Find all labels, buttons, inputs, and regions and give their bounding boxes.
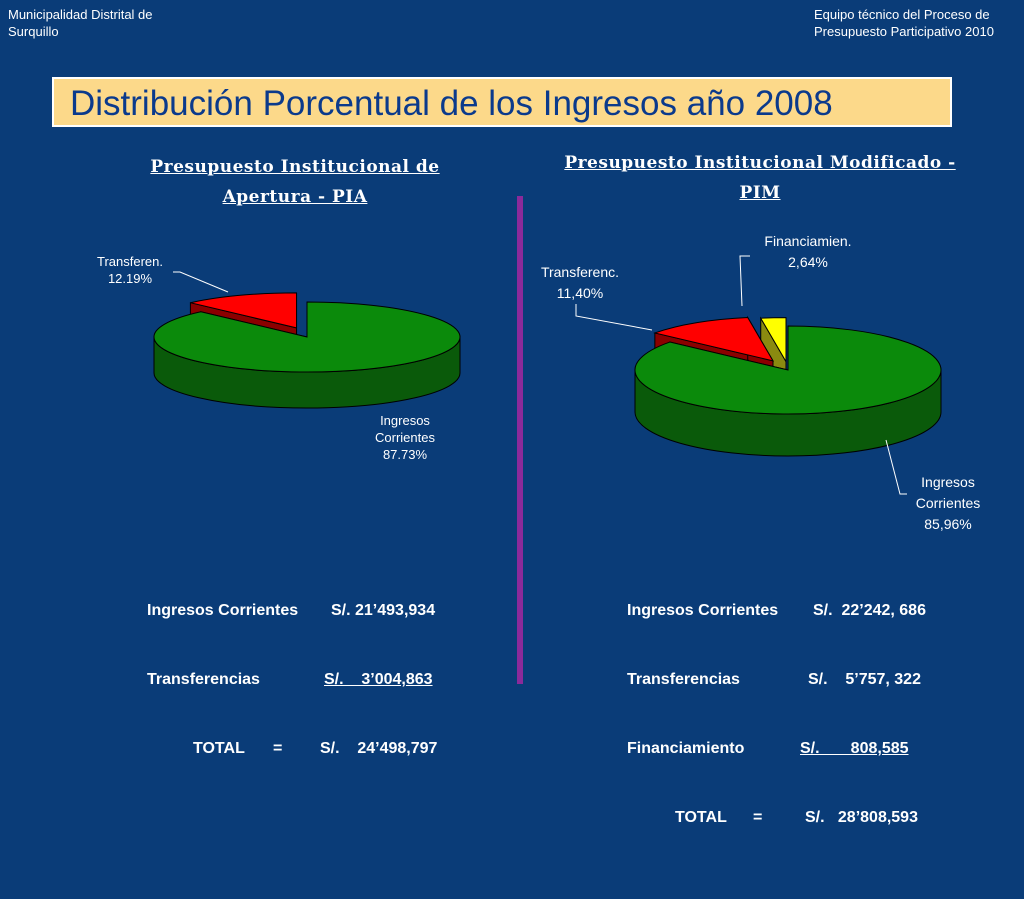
pim-leader-ingresos [885,439,907,495]
pia-summary-transferencias-label: Transferencias [147,671,260,688]
pia-title-line1: Presupuesto Institucional de [150,157,440,177]
pim-label-financiamiento: Financiamien. 2,64% [748,231,868,273]
pia-summary-transferencias-value: S/. 3’004,863 [324,671,433,688]
pim-summary-transferencias-value: S/. 5’757, 322 [808,671,921,688]
organization-name-line2: Surquillo [8,24,59,39]
pim-summary-ingresos-label: Ingresos Corrientes [627,602,779,619]
pim-slice-0 [634,325,942,457]
pia-summary: Ingresos Corrientes S/. 21’493,934 Trans… [147,566,507,791]
pim-label-ingresos-percent: 85,96% [924,516,972,532]
pim-summary-financiamiento-label: Financiamiento [627,740,745,757]
pia-summary-total-equals: = [273,740,283,757]
pim-label-financiamiento-percent: 2,64% [788,254,828,270]
column-divider [517,196,523,684]
pia-slice-0-top [153,301,461,373]
pim-label-ingresos: Ingresos Corrientes 85,96% [888,472,1008,535]
pia-leader-transferencias [173,271,229,293]
pim-summary-total-value: S/. 28’808,593 [805,809,918,826]
pim-chart-title: Presupuesto Institucional Modificado - P… [540,148,980,208]
pia-summary-ingresos-label: Ingresos Corrientes [147,602,299,619]
slide-title-box: Distribución Porcentual de los Ingresos … [52,77,952,127]
pim-label-ingresos-name2: Corrientes [915,495,981,511]
pia-slice-1-top [190,292,298,329]
pim-label-transferencias-name: Transferenc. [540,264,620,280]
pim-summary-ingresos-value: S/. 22’242, 686 [813,602,926,619]
pim-slice-1-top [653,316,775,362]
pie-charts [153,255,942,495]
pia-summary-total-value: S/. 24’498,797 [320,740,438,757]
pim-title-line1: Presupuesto Institucional Modificado - [564,153,956,173]
pia-label-ingresos: Ingresos Corrientes 87.73% [340,412,470,463]
pia-label-transferencias: Transferen. 12.19% [60,253,200,287]
pim-summary-total-equals: = [753,809,763,826]
pia-label-ingresos-percent: 87.73% [382,447,428,462]
pim-leader-financiamiento [739,255,750,307]
pia-chart-title: Presupuesto Institucional de Apertura - … [110,152,480,212]
organization-name: Municipalidad Distrital de Surquillo [8,6,153,40]
pim-label-ingresos-name1: Ingresos [921,474,975,490]
pim-slice-2-top [759,317,787,364]
slide-title: Distribución Porcentual de los Ingresos … [70,84,833,123]
pim-leader-transferencias [575,304,653,331]
team-name-line1: Equipo técnico del Proceso de [814,7,990,22]
pim-summary-financiamiento-value: S/. 808,585 [800,740,909,757]
pia-slice-0 [153,301,461,409]
pim-summary: Ingresos Corrientes S/. 22’242, 686 Tran… [627,566,1007,860]
pim-summary-transferencias-label: Transferencias [627,671,740,688]
pim-summary-total-label: TOTAL [675,809,727,826]
pia-label-transferencias-percent: 12.19% [107,271,153,286]
organization-name-line1: Municipalidad Distrital de [8,7,153,22]
team-name: Equipo técnico del Proceso de Presupuest… [814,6,994,40]
pia-label-ingresos-name2: Corrientes [375,430,435,445]
pia-label-ingresos-name1: Ingresos [380,413,430,428]
pim-label-transferencias-percent: 11,40% [556,285,604,301]
pia-title-line2: Apertura - PIA [222,187,368,207]
pim-label-financiamiento-name: Financiamien. [764,233,852,249]
pim-slice-0-top [634,325,942,415]
pim-label-transferencias: Transferenc. 11,40% [520,262,640,304]
pia-summary-ingresos-value: S/. 21’493,934 [331,602,436,619]
pim-title-line2: PIM [739,183,781,203]
pia-label-transferencias-name: Transferen. [97,254,163,269]
team-name-line2: Presupuesto Participativo 2010 [814,24,994,39]
pia-summary-total-label: TOTAL [193,740,245,757]
